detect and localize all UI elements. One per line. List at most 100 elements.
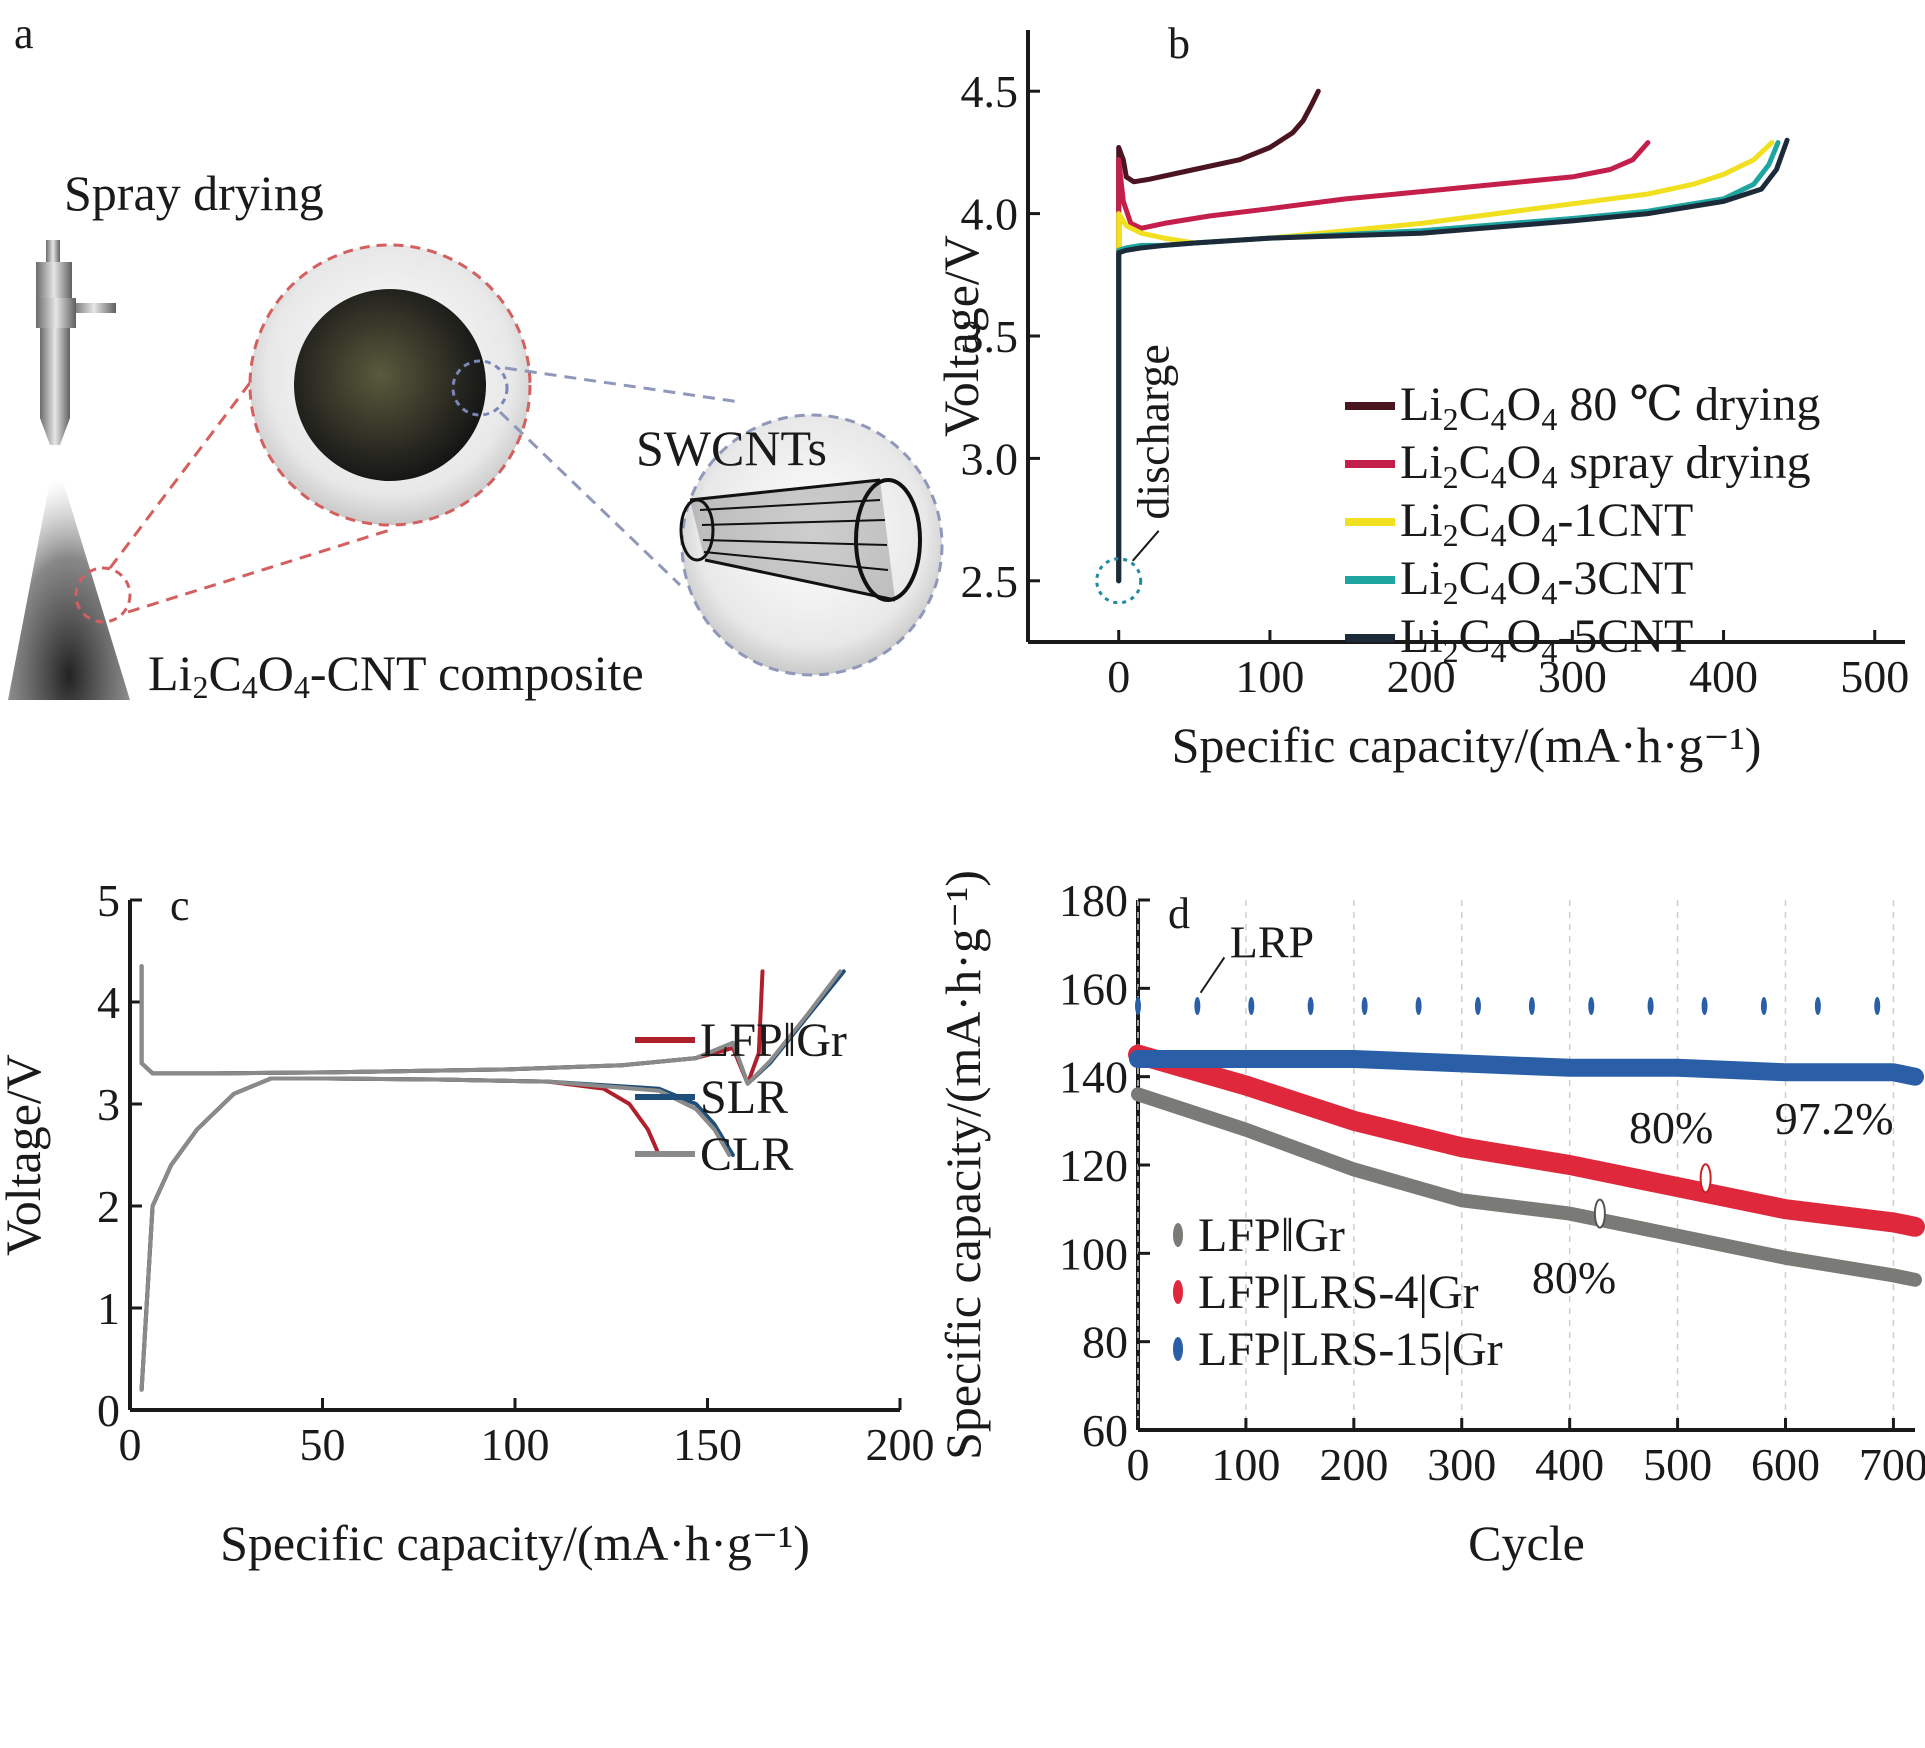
panel-a-schematic: a Spray drying SWCNTs Li2C4O4-CNT compos… xyxy=(8,9,944,705)
discharge-annotation: discharge xyxy=(1128,344,1179,519)
x-tick-label: 600 xyxy=(1751,1439,1820,1490)
x-tick-label: 150 xyxy=(673,1419,742,1470)
y-tick-label: 0 xyxy=(97,1385,120,1436)
lrp-spike-marker xyxy=(1474,997,1481,1015)
x-tick-label: 100 xyxy=(1235,651,1304,702)
series-line-lfp-gr xyxy=(1131,1087,1922,1287)
x-axis-label: Specific capacity/(mA·h·g⁻¹) xyxy=(220,1515,810,1571)
legend-entry-li2c4o4-1cnt: Li2C4O4-1CNT xyxy=(1400,494,1693,553)
x-tick-label: 200 xyxy=(1387,651,1456,702)
lrp-spike-marker xyxy=(1361,997,1368,1015)
lrp-spike-marker xyxy=(1588,997,1595,1015)
capacity-80-marker xyxy=(1699,1163,1712,1194)
y-tick-label: 4.0 xyxy=(961,189,1019,240)
legend-entry-lfp-gr: LFP‖Gr xyxy=(700,1014,847,1067)
legend-swatch xyxy=(1173,1280,1183,1304)
legend-swatch xyxy=(1173,1337,1183,1361)
series-line-li2c4o4-80-drying xyxy=(1116,88,1321,584)
y-tick-label: 100 xyxy=(1059,1228,1128,1279)
lrp-spike-marker xyxy=(1874,997,1881,1015)
y-axis-label: Voltage/V xyxy=(940,235,989,437)
x-tick-label: 500 xyxy=(1643,1439,1712,1490)
series-line-lfp-gr xyxy=(139,1076,661,1392)
panel-d-chart: d 0 100 200 300 400 500 600 700 60 80 100 120 140 160… xyxy=(940,870,1925,1571)
lrp-spike-marker xyxy=(1415,997,1422,1015)
legend-entry-li2c4o4-spray-drying: Li2C4O4 spray drying xyxy=(1400,436,1811,495)
legend-entry-li2c4o4-5cnt: Li2C4O4-5CNT xyxy=(1400,610,1693,669)
retention-80-lrs4-annotation: 80% xyxy=(1629,1102,1713,1153)
lrp-spike-marker xyxy=(1135,997,1141,1015)
x-tick-label: 0 xyxy=(1107,651,1130,702)
capacity-80-marker xyxy=(1593,1198,1606,1229)
y-tick-label: 5 xyxy=(97,875,120,926)
x-tick-label: 100 xyxy=(481,1419,550,1470)
panel-a-label: a xyxy=(14,9,34,58)
retention-97-annotation: 97.2% xyxy=(1775,1093,1894,1144)
panel-b-chart: b 0 100 200 300 400 500 2.5 3.0 3.5 4.0 4.5 Specifi… xyxy=(940,19,1909,773)
spray-plume-icon xyxy=(8,455,130,700)
spray-nozzle-icon xyxy=(36,240,116,445)
legend-entry-li2c4o4-3cnt: Li2C4O4-3CNT xyxy=(1400,552,1693,611)
y-tick-label: 4 xyxy=(97,977,120,1028)
lrp-spike-marker xyxy=(1528,997,1535,1015)
swcnt-tube-icon xyxy=(679,478,922,602)
panel-d-label: d xyxy=(1168,889,1190,938)
series-line-branch xyxy=(139,964,765,1086)
x-tick-label: 200 xyxy=(1319,1439,1388,1490)
lrp-pointer-line xyxy=(1199,956,1226,994)
y-tick-label: 120 xyxy=(1059,1140,1128,1191)
series-line-lfp-lrs-4-gr xyxy=(1128,1044,1925,1237)
lrp-spike-marker xyxy=(1760,997,1767,1015)
lrp-spike-marker xyxy=(1814,997,1821,1015)
y-tick-label: 3.5 xyxy=(961,311,1019,362)
y-tick-label: 3 xyxy=(97,1079,120,1130)
y-tick-label: 2.5 xyxy=(961,556,1019,607)
legend-entry-li2c4o4-80-drying: Li2C4O4 80 ℃ drying xyxy=(1400,378,1820,437)
spray-drying-title: Spray drying xyxy=(64,165,324,221)
y-tick-label: 4.5 xyxy=(961,66,1019,117)
y-tick-label: 180 xyxy=(1059,875,1128,926)
discharge-marker-circle xyxy=(1095,557,1143,605)
composite-particle-icon xyxy=(294,289,486,481)
legend-swatch xyxy=(1173,1223,1183,1247)
x-tick-label: 0 xyxy=(119,1419,142,1470)
legend-entry-slr: SLR xyxy=(700,1071,788,1124)
x-tick-label: 500 xyxy=(1840,651,1909,702)
legend-entry-lfp-gr: LFP‖Gr xyxy=(1198,1209,1345,1262)
series-line-clr xyxy=(139,1076,732,1392)
composite-label: Li2C4O4-CNT composite xyxy=(148,645,644,705)
droplet-highlight-circle xyxy=(74,566,132,624)
x-axis-label: Cycle xyxy=(1468,1515,1585,1571)
lrp-spike-marker xyxy=(1647,997,1654,1015)
series-line-li2c4o4-spray-drying xyxy=(1116,140,1651,584)
lrp-annotation: LRP xyxy=(1230,916,1314,967)
lrp-spike-marker xyxy=(1194,997,1201,1015)
y-tick-label: 2 xyxy=(97,1181,120,1232)
lrp-spike-marker xyxy=(1307,997,1314,1015)
x-tick-label: 300 xyxy=(1427,1439,1496,1490)
y-tick-label: 60 xyxy=(1082,1405,1128,1456)
series-line-li2c4o4-1cnt xyxy=(1116,140,1775,584)
x-tick-label: 400 xyxy=(1689,651,1758,702)
legend-entry-clr: CLR xyxy=(700,1128,793,1181)
series-line-lfp-lrs-15-gr xyxy=(1129,1050,1924,1086)
lrp-spike-marker xyxy=(1701,997,1708,1015)
y-axis-label: Specific capacity/(mA·h·g⁻¹) xyxy=(940,870,991,1460)
x-tick-label: 700 xyxy=(1859,1439,1925,1490)
series-line-branch xyxy=(139,964,843,1086)
retention-80-lfp-annotation: 80% xyxy=(1532,1252,1616,1303)
legend-entry-lfp-lrs-15-gr: LFP|LRS-15|Gr xyxy=(1198,1323,1503,1376)
y-axis-label: Voltage/V xyxy=(0,1054,51,1256)
x-tick-label: 50 xyxy=(300,1419,346,1470)
panel-b-label: b xyxy=(1168,19,1190,68)
lrp-spike-marker xyxy=(1248,997,1255,1015)
x-axis-label: Specific capacity/(mA·h·g⁻¹) xyxy=(1172,717,1762,773)
x-tick-label: 200 xyxy=(866,1419,935,1470)
y-tick-label: 3.0 xyxy=(961,433,1019,484)
swcnt-label: SWCNTs xyxy=(636,420,827,476)
x-tick-label: 300 xyxy=(1538,651,1607,702)
x-tick-label: 0 xyxy=(1127,1439,1150,1490)
y-tick-label: 1 xyxy=(97,1283,120,1334)
panel-c-label: c xyxy=(170,881,190,930)
legend-entry-lfp-lrs-4-gr: LFP|LRS-4|Gr xyxy=(1198,1266,1479,1319)
